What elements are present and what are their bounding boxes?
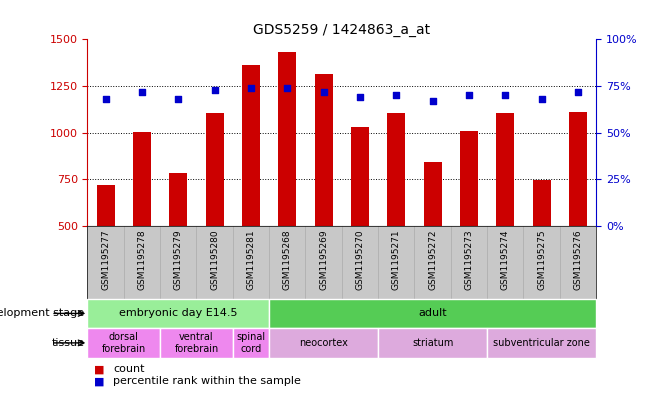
Bar [269,299,596,328]
Text: GSM1195271: GSM1195271 [392,230,401,290]
Text: GSM1195280: GSM1195280 [210,230,219,290]
Text: ■: ■ [94,364,104,375]
Bar [233,328,269,358]
Text: striatum: striatum [412,338,454,348]
Text: GSM1195273: GSM1195273 [465,230,474,290]
Bar [496,113,515,226]
Bar [169,173,187,226]
Bar [160,328,233,358]
Title: GDS5259 / 1424863_a_at: GDS5259 / 1424863_a_at [253,23,430,37]
Bar [533,180,551,226]
Bar [424,162,442,226]
Point [173,96,183,102]
Bar [87,299,269,328]
Text: GSM1195274: GSM1195274 [501,230,510,290]
Text: GSM1195275: GSM1195275 [537,230,546,290]
Point [246,85,256,91]
Bar [388,113,406,226]
Point [137,88,147,95]
Text: dorsal
forebrain: dorsal forebrain [102,332,146,354]
Text: adult: adult [419,309,447,318]
Bar [269,328,378,358]
Bar [314,74,332,226]
Text: percentile rank within the sample: percentile rank within the sample [113,376,301,386]
Text: GSM1195268: GSM1195268 [283,230,292,290]
Text: GSM1195277: GSM1195277 [101,230,110,290]
Text: subventricular zone: subventricular zone [493,338,590,348]
Point [464,92,474,98]
Point [282,85,292,91]
Bar [87,328,160,358]
Text: GSM1195278: GSM1195278 [137,230,146,290]
Bar [460,131,478,226]
Point [100,96,111,102]
Point [318,88,329,95]
Point [355,94,365,100]
Point [428,98,438,104]
Bar [378,328,487,358]
Text: development stage: development stage [0,309,84,318]
Text: GSM1195270: GSM1195270 [356,230,364,290]
Bar [569,112,587,226]
Text: GSM1195276: GSM1195276 [573,230,583,290]
Text: spinal
cord: spinal cord [237,332,266,354]
Bar [97,185,115,226]
Text: ventral
forebrain: ventral forebrain [174,332,218,354]
Point [573,88,583,95]
Text: GSM1195281: GSM1195281 [246,230,255,290]
Text: GSM1195272: GSM1195272 [428,230,437,290]
Text: neocortex: neocortex [299,338,348,348]
Point [391,92,402,98]
Text: GSM1195279: GSM1195279 [174,230,183,290]
Point [209,86,220,93]
Text: embryonic day E14.5: embryonic day E14.5 [119,309,238,318]
Bar [487,328,596,358]
Bar [278,52,296,226]
Text: count: count [113,364,145,375]
Bar [242,65,260,226]
Bar [133,132,151,226]
Bar [205,113,224,226]
Text: GSM1195269: GSM1195269 [319,230,328,290]
Text: ■: ■ [94,376,104,386]
Point [500,92,511,98]
Bar [351,127,369,226]
Text: tissue: tissue [51,338,84,348]
Point [537,96,547,102]
